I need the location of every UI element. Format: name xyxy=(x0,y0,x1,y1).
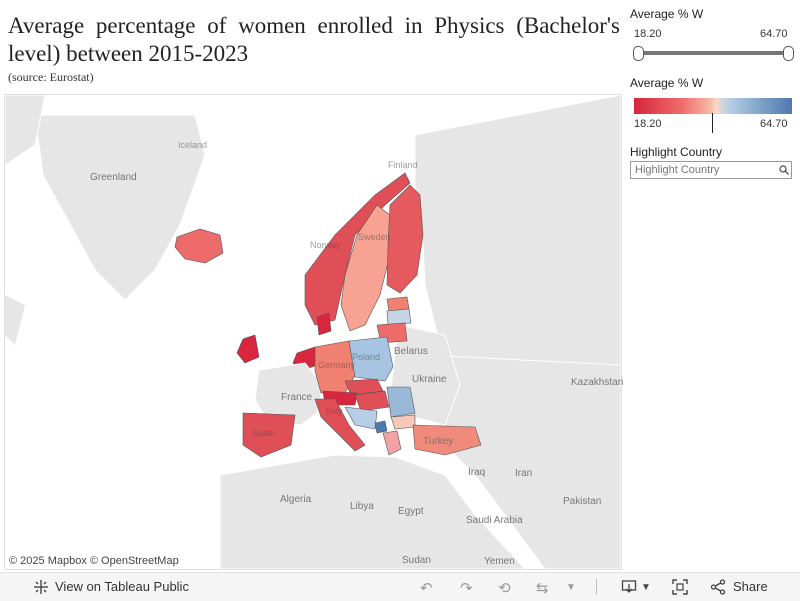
legend-label: Average % W xyxy=(630,76,704,90)
legend-min-value: 18.20 xyxy=(634,118,662,130)
country-greece[interactable] xyxy=(382,430,402,456)
highlight-label: Highlight Country xyxy=(630,145,723,159)
country-finland[interactable] xyxy=(386,184,424,294)
search-icon[interactable] xyxy=(779,165,789,175)
range-slider-min-handle[interactable] xyxy=(633,46,644,61)
country-poland[interactable] xyxy=(348,336,394,382)
land-africa xyxy=(219,454,526,569)
range-filter-label: Average % W xyxy=(630,7,704,21)
country-ireland[interactable] xyxy=(236,334,260,364)
color-legend-bar xyxy=(634,98,792,114)
fullscreen-icon[interactable] xyxy=(672,579,688,595)
range-max-value: 64.70 xyxy=(760,28,788,40)
toolbar-divider xyxy=(596,579,597,595)
country-italy[interactable] xyxy=(314,398,366,452)
country-bulgaria[interactable] xyxy=(390,414,416,430)
chevron-down-icon[interactable]: ▼ xyxy=(566,582,576,593)
tableau-logo-icon[interactable] xyxy=(33,579,49,595)
share-button[interactable]: Share xyxy=(733,579,768,594)
map-canvas[interactable] xyxy=(5,95,621,569)
range-slider-max-handle[interactable] xyxy=(783,46,794,61)
range-slider-track[interactable] xyxy=(636,51,788,55)
country-balkans[interactable] xyxy=(344,406,378,430)
land-france xyxy=(254,362,324,426)
tableau-toolbar: View on Tableau Public ↶ ↷ ⟲ ⇆ ▼ ▼ Share xyxy=(0,572,800,601)
land-arctic xyxy=(5,95,46,166)
legend-max-value: 64.70 xyxy=(760,118,788,130)
download-icon[interactable] xyxy=(621,579,637,595)
view-on-tableau-link[interactable]: View on Tableau Public xyxy=(55,579,189,594)
country-estonia[interactable] xyxy=(386,296,410,312)
land-canada xyxy=(5,295,25,345)
country-turkey[interactable] xyxy=(412,424,482,456)
country-latvia[interactable] xyxy=(386,308,412,326)
country-romania[interactable] xyxy=(386,386,416,418)
highlight-country-input[interactable] xyxy=(630,161,792,179)
choropleth-map[interactable]: © 2025 Mapbox © OpenStreetMap xyxy=(4,94,622,570)
page-title: Average percentage of women enrolled in … xyxy=(8,13,620,66)
share-icon[interactable] xyxy=(710,579,726,595)
refresh-icon[interactable]: ⇆ xyxy=(536,580,549,597)
source-note: (source: Eurostat) xyxy=(8,70,94,84)
revert-icon[interactable]: ⟲ xyxy=(498,580,511,597)
download-chevron-icon[interactable]: ▼ xyxy=(641,582,651,593)
legend-marker xyxy=(712,113,713,133)
land-greenland xyxy=(34,114,206,301)
country-spain[interactable] xyxy=(242,412,296,458)
redo-icon[interactable]: ↷ xyxy=(460,580,473,597)
country-iceland[interactable] xyxy=(174,228,224,264)
country-sweden[interactable] xyxy=(340,204,391,332)
country-north-macedonia[interactable] xyxy=(374,420,388,434)
country-hungary[interactable] xyxy=(354,390,390,412)
country-denmark[interactable] xyxy=(316,312,332,336)
range-min-value: 18.20 xyxy=(634,28,662,40)
map-attribution[interactable]: © 2025 Mapbox © OpenStreetMap xyxy=(9,555,179,567)
undo-icon[interactable]: ↶ xyxy=(420,580,433,597)
